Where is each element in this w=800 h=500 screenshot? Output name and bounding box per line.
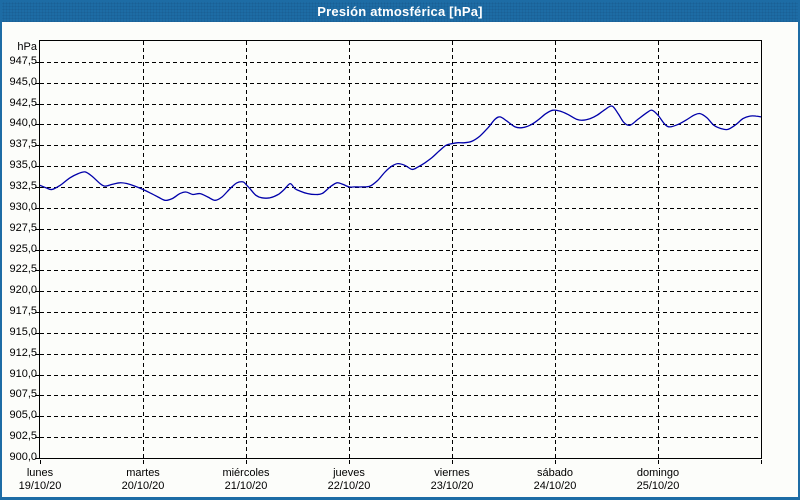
chart-title: Presión atmosférica [hPa] — [317, 4, 483, 19]
y-axis-tick — [35, 62, 40, 63]
y-axis-tick — [35, 166, 40, 167]
y-tick-label: 927,5 — [9, 222, 37, 234]
y-tick-label: 915,0 — [9, 326, 37, 338]
pressure-series-line — [40, 105, 761, 202]
x-axis-tick — [452, 460, 453, 464]
pressure-chart-svg — [40, 41, 761, 458]
y-axis-tick — [35, 416, 40, 417]
y-axis-tick — [35, 312, 40, 313]
y-axis-tick — [35, 437, 40, 438]
x-axis-tick — [246, 460, 247, 464]
y-tick-label: 907,5 — [9, 388, 37, 400]
y-axis-tick — [35, 187, 40, 188]
y-tick-label: 930,0 — [9, 201, 37, 213]
y-axis-tick — [35, 458, 40, 459]
y-axis-tick — [35, 250, 40, 251]
y-tick-label: 912,5 — [9, 347, 37, 359]
x-day-date-label: 21/10/20 — [224, 480, 268, 492]
x-day-name-label: domingo — [636, 467, 680, 479]
y-axis-tick — [35, 375, 40, 376]
x-axis-tick — [555, 460, 556, 464]
y-tick-label: 947,5 — [9, 55, 37, 67]
y-tick-label: 925,0 — [9, 243, 37, 255]
y-tick-label: 910,0 — [9, 368, 37, 380]
x-day-name-label: martes — [126, 467, 160, 479]
x-day-name-label: miércoles — [222, 467, 270, 479]
x-axis-tick — [349, 460, 350, 464]
y-axis-tick — [35, 270, 40, 271]
x-day-date-label: 20/10/20 — [121, 480, 165, 492]
y-axis-tick — [35, 354, 40, 355]
x-day-date-label: 25/10/20 — [636, 480, 680, 492]
y-axis-tick — [35, 208, 40, 209]
y-axis-tick — [35, 395, 40, 396]
plot-area — [39, 40, 762, 459]
x-day-name-label: sábado — [536, 467, 574, 479]
x-axis-tick — [761, 460, 762, 464]
x-day-name-label: jueves — [333, 467, 365, 479]
y-axis-tick — [35, 83, 40, 84]
y-tick-label: 922,5 — [9, 263, 37, 275]
y-axis-tick — [35, 291, 40, 292]
y-tick-label: 920,0 — [9, 284, 37, 296]
y-axis-tick — [35, 333, 40, 334]
x-day-name-label: viernes — [434, 467, 470, 479]
y-tick-label: 917,5 — [9, 305, 37, 317]
y-tick-label: 902,5 — [9, 430, 37, 442]
y-tick-label: 945,0 — [9, 76, 37, 88]
y-tick-label: 935,0 — [9, 159, 37, 171]
x-axis-tick — [143, 460, 144, 464]
y-tick-label: 932,5 — [9, 180, 37, 192]
x-day-date-label: 19/10/20 — [18, 480, 62, 492]
x-day-date-label: 22/10/20 — [327, 480, 371, 492]
y-axis-tick — [35, 145, 40, 146]
y-axis-unit-label: hPa — [17, 41, 37, 53]
y-tick-label: 942,5 — [9, 97, 37, 109]
x-day-name-label: lunes — [26, 467, 54, 479]
y-tick-label: 900,0 — [9, 451, 37, 463]
x-day-date-label: 23/10/20 — [430, 480, 474, 492]
y-tick-label: 940,0 — [9, 117, 37, 129]
y-axis-tick — [35, 124, 40, 125]
x-axis-tick — [40, 460, 41, 464]
x-day-date-label: 24/10/20 — [533, 480, 577, 492]
x-axis-tick — [658, 460, 659, 464]
y-axis-tick — [35, 229, 40, 230]
y-tick-label: 905,0 — [9, 409, 37, 421]
y-axis-tick — [35, 104, 40, 105]
y-tick-label: 937,5 — [9, 138, 37, 150]
chart-title-bar: Presión atmosférica [hPa] — [2, 2, 798, 22]
